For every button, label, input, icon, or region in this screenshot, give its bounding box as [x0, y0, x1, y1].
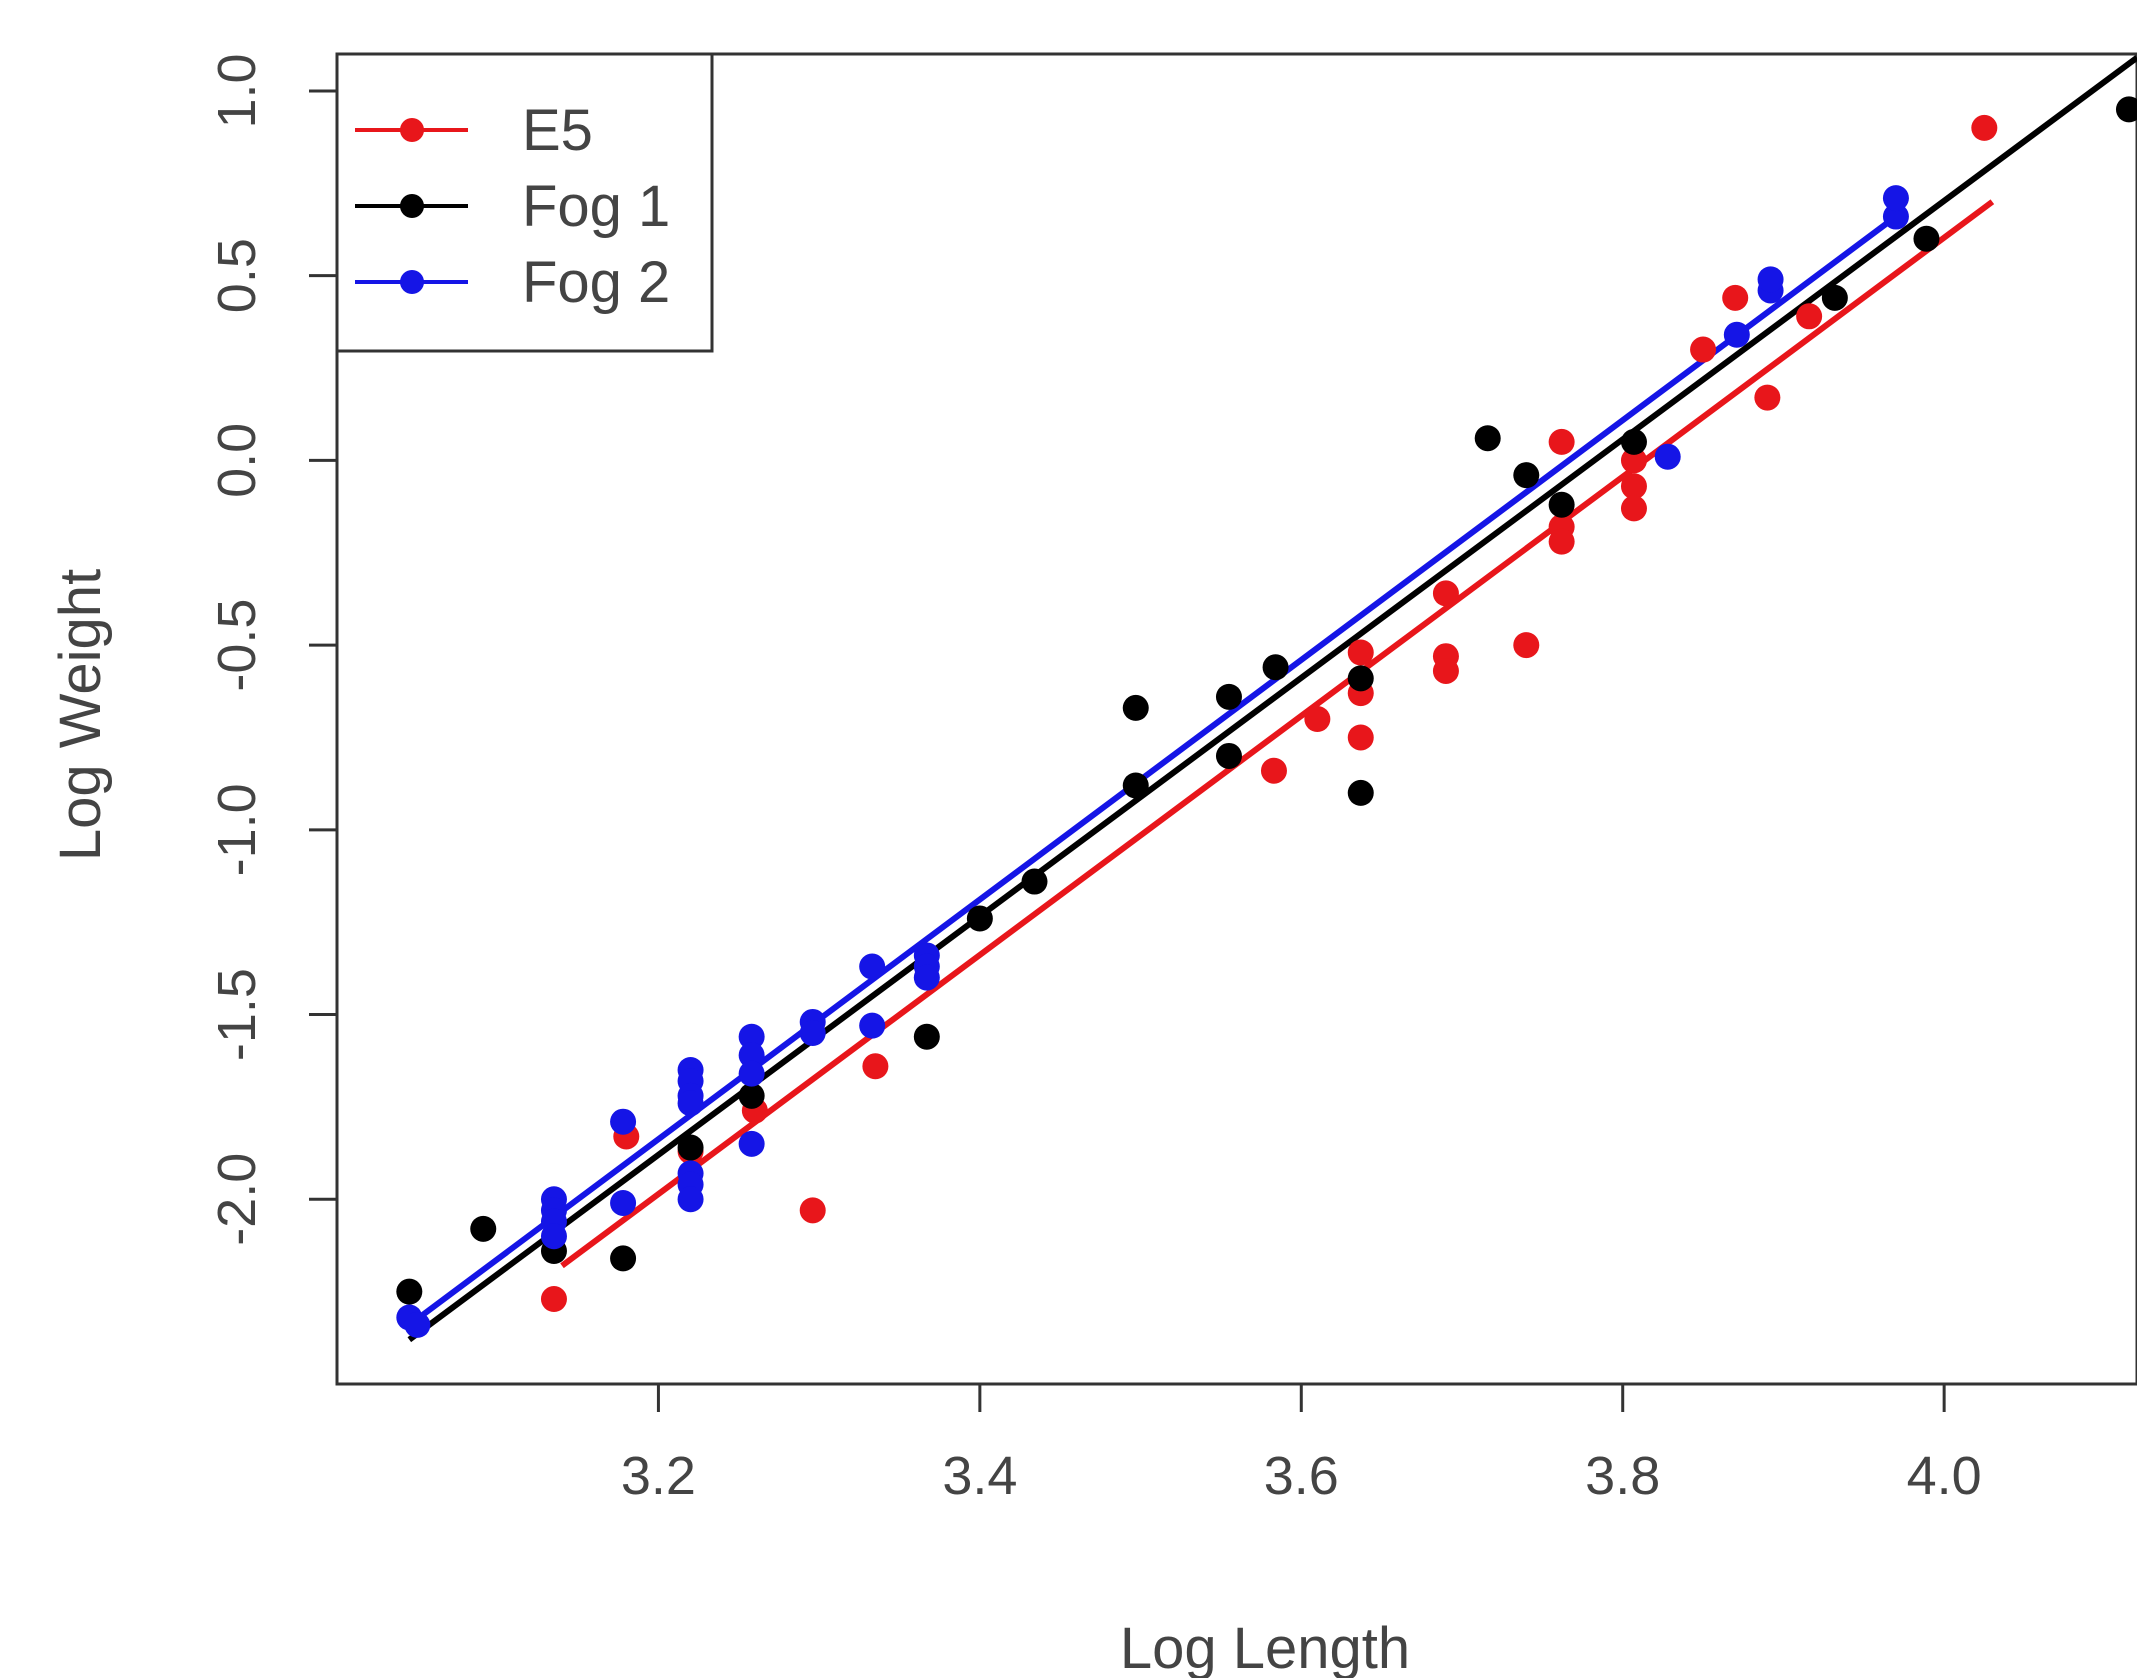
x-axis-label: Log Length: [1120, 1616, 1410, 1678]
point-fog-1: [1122, 694, 1149, 721]
point-fog-1: [1347, 779, 1374, 806]
point-fog-1: [1347, 665, 1374, 692]
legend-box: [335, 52, 714, 353]
fit-line-e5: [560, 199, 1995, 1269]
point-fog-2: [738, 1060, 765, 1087]
x-tick-label: 3.8: [1585, 1446, 1660, 1506]
y-tick-label: -1.5: [207, 968, 267, 1061]
point-e5: [1796, 303, 1823, 330]
data-points: [396, 96, 2137, 1338]
point-fog-2: [1882, 203, 1909, 230]
point-e5: [1690, 336, 1717, 363]
point-e5: [1513, 632, 1540, 659]
point-fog-2: [677, 1186, 704, 1213]
y-tick-label: -1.0: [207, 783, 267, 876]
point-fog-1: [1620, 428, 1647, 455]
point-fog-1: [470, 1215, 497, 1242]
point-e5: [1620, 495, 1647, 522]
fit-lines: [407, 55, 2137, 1343]
point-fog-2: [540, 1223, 567, 1250]
point-e5: [1347, 724, 1374, 751]
point-fog-1: [610, 1245, 637, 1272]
point-fog-1: [1548, 491, 1575, 518]
point-fog-1: [738, 1082, 765, 1109]
y-tick-label: -0.5: [207, 599, 267, 692]
point-fog-2: [799, 1020, 826, 1047]
point-e5: [1347, 639, 1374, 666]
point-e5: [1620, 473, 1647, 500]
point-fog-2: [610, 1189, 637, 1216]
point-fog-2: [1723, 321, 1750, 348]
legend-marker-fog-1: [400, 194, 424, 218]
plot-frame: [335, 52, 2137, 1386]
point-fog-1: [913, 1023, 940, 1050]
point-fog-1: [396, 1278, 423, 1305]
point-fog-1: [1215, 683, 1242, 710]
point-fog-1: [1821, 284, 1848, 311]
point-e5: [1620, 447, 1647, 474]
y-tick-label: -2.0: [207, 1153, 267, 1246]
point-fog-1: [2115, 96, 2137, 123]
point-e5: [1548, 528, 1575, 555]
fit-line-fog-2: [407, 214, 1898, 1328]
legend-marker-fog-2: [400, 270, 424, 294]
legend-label-fog-1: Fog 1: [522, 174, 670, 239]
point-e5: [1722, 284, 1749, 311]
point-e5: [799, 1197, 826, 1224]
y-tick-label: 0.5: [207, 238, 267, 313]
point-fog-2: [1757, 266, 1784, 293]
point-fog-2: [1654, 443, 1681, 470]
point-e5: [1548, 428, 1575, 455]
point-e5: [862, 1053, 889, 1080]
point-fog-1: [1474, 425, 1501, 452]
point-e5: [1432, 657, 1459, 684]
y-axis-label: Log Weight: [48, 569, 113, 861]
point-fog-2: [859, 953, 886, 980]
point-fog-1: [1122, 772, 1149, 799]
fit-line-fog-1: [407, 55, 2137, 1343]
point-fog-2: [738, 1023, 765, 1050]
point-fog-1: [677, 1134, 704, 1161]
x-tick-label: 3.4: [942, 1446, 1017, 1506]
point-e5: [1971, 114, 1998, 141]
point-fog-1: [1913, 225, 1940, 252]
point-fog-2: [738, 1130, 765, 1157]
point-fog-2: [610, 1108, 637, 1135]
point-e5: [1304, 706, 1331, 732]
point-fog-2: [738, 1042, 765, 1069]
legend-label-e5: E5: [522, 98, 593, 163]
legend-marker-e5: [400, 118, 424, 142]
y-axis: -2.0 -1.5 -1.0 -0.5 0.0 0.5 1.0: [207, 53, 337, 1246]
point-fog-2: [677, 1090, 704, 1117]
point-fog-1: [1513, 462, 1540, 489]
legend: E5 Fog 1 Fog 2: [335, 52, 714, 353]
point-e5: [540, 1286, 567, 1313]
x-tick-label: 3.2: [621, 1446, 696, 1506]
point-fog-2: [913, 964, 940, 991]
point-fog-2: [859, 1012, 886, 1039]
point-fog-1: [1021, 868, 1048, 895]
y-tick-label: 1.0: [207, 53, 267, 128]
point-e5: [1754, 384, 1781, 411]
x-tick-label: 4.0: [1907, 1446, 1982, 1506]
point-e5: [1260, 757, 1287, 784]
point-fog-2: [404, 1311, 431, 1338]
point-fog-1: [1215, 742, 1242, 769]
point-fog-1: [1262, 654, 1289, 681]
legend-label-fog-2: Fog 2: [522, 250, 670, 315]
y-tick-label: 0.0: [207, 423, 267, 498]
point-fog-2: [1882, 185, 1909, 212]
x-tick-label: 3.6: [1264, 1446, 1339, 1506]
point-e5: [1432, 580, 1459, 607]
x-axis: 3.2 3.4 3.6 3.8 4.0: [621, 1384, 1982, 1506]
point-fog-1: [966, 905, 993, 932]
